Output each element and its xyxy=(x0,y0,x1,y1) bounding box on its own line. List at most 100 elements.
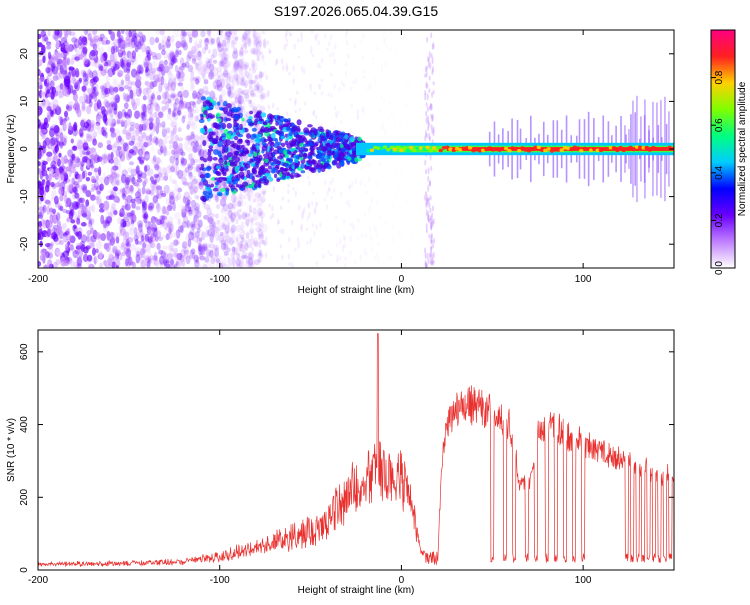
spectrogram-cell xyxy=(122,92,126,101)
spectrogram-cell xyxy=(134,69,141,76)
spectrogram-cell xyxy=(226,227,229,235)
spectrogram-cell xyxy=(171,179,177,185)
spectrogram-cell xyxy=(190,199,197,208)
spectrogram-cell xyxy=(263,30,267,36)
spectrogram-cell xyxy=(411,98,413,101)
spectrogram-cell xyxy=(432,126,435,134)
spectrogram-cell xyxy=(82,142,89,151)
spectrogram-cell xyxy=(131,213,137,223)
x-tick-label: -200 xyxy=(28,575,48,586)
spectrogram-cell xyxy=(166,111,173,120)
spectrogram-cell xyxy=(315,224,318,231)
spectrogram-cell xyxy=(220,243,227,251)
spectrogram-cell xyxy=(125,132,132,141)
spectrogram-cell xyxy=(159,256,164,266)
spectrogram-cell xyxy=(130,68,138,78)
spectrogram-cell xyxy=(160,216,166,227)
spectrogram-cell xyxy=(143,141,149,148)
spectrogram-cell xyxy=(120,244,125,251)
spectrogram-cell xyxy=(131,201,136,209)
spectrogram-cell xyxy=(127,256,132,267)
spectrogram-cell xyxy=(38,42,43,48)
spectrogram-cell xyxy=(618,145,623,150)
spectrogram-cell xyxy=(288,157,294,164)
spectrogram-cell xyxy=(224,31,228,37)
spectrogram-cell xyxy=(170,163,178,173)
spectrogram-cell xyxy=(107,67,114,78)
spectrogram-cell xyxy=(187,209,194,217)
spectrogram-cell xyxy=(189,112,194,118)
spectrogram-cell xyxy=(187,120,191,129)
spectrogram-cell xyxy=(208,243,216,249)
colorbar-label: Normalized spectral amplitude xyxy=(737,81,748,216)
spectrogram-cell xyxy=(258,236,261,241)
spectrogram-cell xyxy=(226,31,229,37)
spectrogram-cell xyxy=(129,243,136,251)
spectrogram-cell xyxy=(248,251,253,259)
spectrogram-cell xyxy=(232,32,238,41)
spectrogram-cell xyxy=(142,205,147,216)
spectrogram-cell xyxy=(342,244,345,249)
spectrogram-cell xyxy=(172,247,179,253)
spectrogram-cell xyxy=(222,248,225,252)
spectrogram-cell xyxy=(164,91,170,101)
spectrogram-cell xyxy=(240,71,247,78)
spectrogram-cell xyxy=(402,245,404,252)
spectrogram-cell xyxy=(229,169,232,173)
spectrogram-cell xyxy=(206,207,212,216)
spectrogram-cell xyxy=(243,242,249,252)
spectrogram-cell xyxy=(566,146,571,151)
spectrogram-cell xyxy=(166,204,173,212)
spectrogram-cell xyxy=(90,187,95,192)
spectrogram-cell xyxy=(232,265,236,268)
spectrogram-cell xyxy=(351,181,354,188)
spectrogram-cell xyxy=(59,165,66,170)
spectrogram-cell xyxy=(251,253,254,258)
spectrogram-cell xyxy=(222,203,229,212)
spectrogram-cell xyxy=(415,146,420,151)
spectrogram-cell xyxy=(232,239,235,244)
spectrogram-cell xyxy=(300,170,306,174)
spectrogram-cell xyxy=(253,32,258,42)
spectrogram-cell xyxy=(236,200,242,207)
spectrogram-cell xyxy=(156,242,161,251)
spectrogram-cell xyxy=(320,91,324,96)
spectrogram-cell xyxy=(190,133,196,140)
spectrogram-cell xyxy=(134,246,141,256)
spectrogram-cell xyxy=(89,119,96,128)
spectrogram-cell xyxy=(175,170,179,176)
spectrogram-cell xyxy=(116,30,121,38)
spectrogram-cell xyxy=(236,218,239,225)
spectrogram-cell xyxy=(140,235,145,243)
spectrogram-cell xyxy=(231,41,238,48)
spectrogram-cell xyxy=(190,180,197,187)
spectrogram-cell xyxy=(303,206,306,213)
spectrogram-cell xyxy=(248,262,254,268)
spectrogram-cell xyxy=(92,131,98,138)
spectrogram-cell xyxy=(57,58,64,67)
spectrogram-cell xyxy=(59,64,64,75)
spectrogram-cell xyxy=(172,109,176,118)
spectrogram-cell xyxy=(174,253,180,261)
spectrogram-cell xyxy=(435,148,440,153)
spectrogram-cell xyxy=(424,260,427,268)
spectrogram-cell xyxy=(239,81,246,87)
spectrogram-cell xyxy=(226,152,233,157)
spectrogram-y-label: Frequency (Hz) xyxy=(6,115,17,184)
spectrogram-cell xyxy=(249,89,255,96)
spectrogram-cell xyxy=(236,138,243,145)
spectrogram-cell xyxy=(295,146,301,150)
spectrogram-cell xyxy=(260,196,266,203)
spectrogram-cell xyxy=(144,80,150,86)
spectrogram-cell xyxy=(129,185,134,192)
spectrogram-cell xyxy=(153,74,160,83)
spectrogram-cell xyxy=(233,60,240,70)
spectrogram-cell xyxy=(94,151,98,157)
spectrogram-cell xyxy=(335,113,338,119)
spectrogram-cell xyxy=(331,51,335,58)
spectrogram-cell xyxy=(118,86,125,92)
spectrogram-cell xyxy=(110,240,115,247)
spectrogram-cell xyxy=(189,249,194,259)
spectrogram-cell xyxy=(150,180,156,191)
spectrogram-cell xyxy=(126,185,130,190)
